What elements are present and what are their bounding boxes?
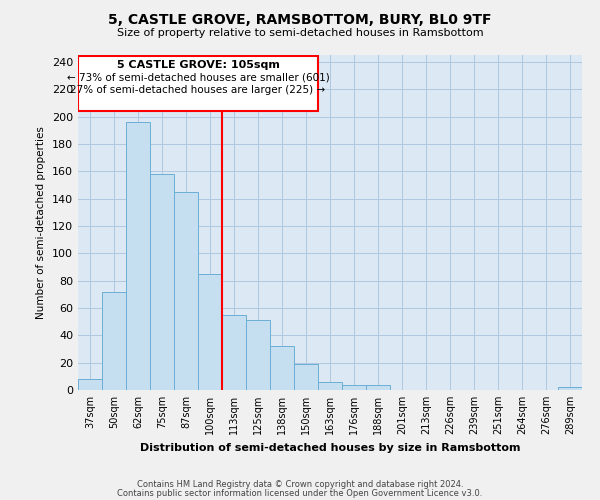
Bar bbox=[126, 122, 150, 390]
Bar bbox=[174, 192, 198, 390]
Bar bbox=[222, 315, 246, 390]
Bar bbox=[558, 388, 582, 390]
Text: Size of property relative to semi-detached houses in Ramsbottom: Size of property relative to semi-detach… bbox=[116, 28, 484, 38]
Bar bbox=[294, 364, 318, 390]
Text: 5 CASTLE GROVE: 105sqm: 5 CASTLE GROVE: 105sqm bbox=[116, 60, 280, 70]
Bar bbox=[150, 174, 174, 390]
Text: Contains public sector information licensed under the Open Government Licence v3: Contains public sector information licen… bbox=[118, 488, 482, 498]
Text: 27% of semi-detached houses are larger (225) →: 27% of semi-detached houses are larger (… bbox=[70, 85, 326, 95]
Bar bbox=[246, 320, 270, 390]
Bar bbox=[78, 379, 102, 390]
Bar bbox=[198, 274, 222, 390]
Text: 5, CASTLE GROVE, RAMSBOTTOM, BURY, BL0 9TF: 5, CASTLE GROVE, RAMSBOTTOM, BURY, BL0 9… bbox=[108, 12, 492, 26]
Text: ← 73% of semi-detached houses are smaller (601): ← 73% of semi-detached houses are smalle… bbox=[67, 73, 329, 83]
Bar bbox=[318, 382, 342, 390]
Bar bbox=[366, 384, 390, 390]
Y-axis label: Number of semi-detached properties: Number of semi-detached properties bbox=[37, 126, 46, 319]
Text: Contains HM Land Registry data © Crown copyright and database right 2024.: Contains HM Land Registry data © Crown c… bbox=[137, 480, 463, 489]
X-axis label: Distribution of semi-detached houses by size in Ramsbottom: Distribution of semi-detached houses by … bbox=[140, 442, 520, 452]
Bar bbox=[102, 292, 126, 390]
Bar bbox=[270, 346, 294, 390]
FancyBboxPatch shape bbox=[78, 56, 318, 111]
Bar bbox=[342, 384, 366, 390]
